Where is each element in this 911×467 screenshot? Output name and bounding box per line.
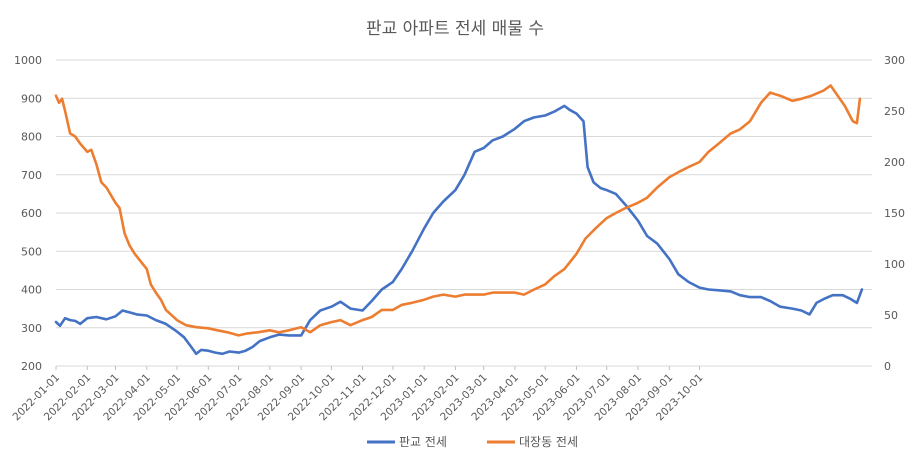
y-right-tick-label: 0 [884,360,891,373]
y-right-tick-label: 250 [884,105,905,118]
y-left-tick-label: 600 [21,207,42,220]
y-left-tick-label: 300 [21,322,42,335]
y-right-tick-label: 150 [884,207,905,220]
y-left-tick-label: 1000 [14,54,42,67]
y-right-tick-label: 200 [884,156,905,169]
y-left-tick-label: 400 [21,284,42,297]
legend-label: 대장동 전세 [519,435,578,449]
y-right-tick-label: 100 [884,258,905,271]
y-right-tick-label: 50 [884,309,898,322]
legend: 판교 전세 대장동 전세 [367,435,578,449]
y-left-tick-label: 700 [21,169,42,182]
series-line-pangyo [54,104,864,356]
y-left-tick-label: 800 [21,131,42,144]
y-left-tick-label: 200 [21,360,42,373]
y-left-tick-label: 900 [21,92,42,105]
series-lines [54,84,864,356]
y-left-tick-label: 500 [21,245,42,258]
legend-label: 판교 전세 [399,435,447,449]
series-line-daejang [54,84,862,337]
y-right-tick-label: 300 [884,54,905,67]
chart-title: 판교 아파트 전세 매물 수 [366,19,544,39]
